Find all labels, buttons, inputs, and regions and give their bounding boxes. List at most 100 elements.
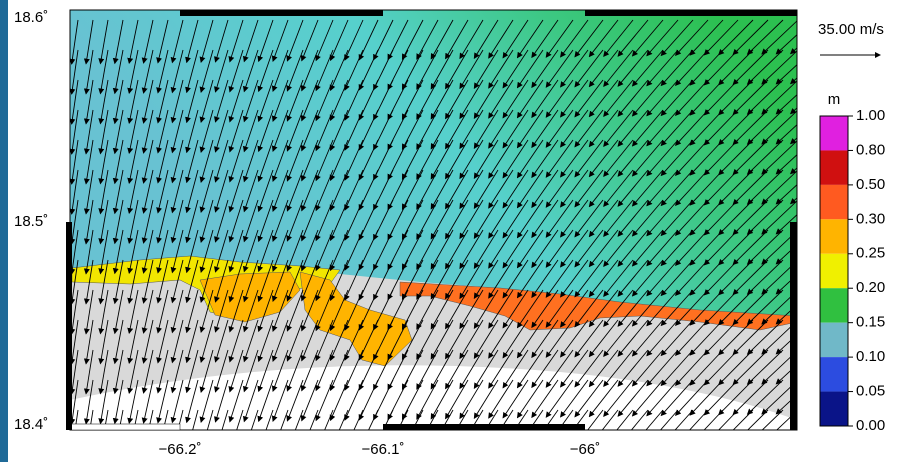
colorbar-swatch	[820, 253, 848, 289]
wind-arrow	[574, 199, 604, 238]
wind-arrow	[185, 79, 199, 124]
wind-arrow	[631, 169, 664, 207]
wind-arrow	[588, 259, 619, 298]
wind-arrow	[286, 349, 304, 392]
wind-arrow	[718, 409, 739, 430]
wind-arrow	[473, 319, 499, 359]
wind-arrow	[271, 139, 289, 182]
side-strip	[0, 0, 8, 462]
wind-arrow	[645, 409, 664, 430]
wind-arrow	[732, 199, 769, 236]
wind-arrow	[674, 79, 709, 116]
wind-arrow	[228, 229, 244, 273]
wind-arrow	[560, 49, 589, 88]
wind-arrow	[718, 19, 754, 56]
wind-arrow	[286, 319, 304, 362]
wind-arrow	[617, 259, 649, 297]
wind-arrow	[242, 109, 259, 153]
wind-arrow	[286, 229, 304, 272]
wind-arrow	[660, 19, 694, 57]
wind-arrow	[718, 289, 754, 326]
wind-arrow	[112, 199, 124, 245]
wind-arrow	[242, 199, 259, 243]
wind-arrow	[257, 19, 274, 63]
wind-arrow	[560, 19, 589, 58]
wind-arrow	[732, 109, 769, 146]
wind-arrow	[502, 79, 529, 119]
wind-arrow	[545, 229, 574, 268]
wind-arrow	[775, 34, 797, 55]
wind-arrow	[199, 199, 214, 243]
wind-arrow	[141, 289, 154, 334]
wind-arrow	[631, 319, 664, 357]
wind-arrow	[703, 229, 739, 266]
wind-arrow	[473, 199, 499, 239]
wind-arrow	[141, 109, 154, 154]
wind-arrow	[300, 19, 319, 62]
wind-arrow	[674, 229, 709, 266]
wind-arrow	[286, 259, 304, 302]
wind-arrow	[502, 229, 529, 269]
colorbar-label: 0.05	[856, 383, 885, 400]
wind-arrow	[588, 229, 619, 268]
wind-arrow	[185, 109, 199, 154]
wind-arrow	[674, 49, 709, 86]
wind-arrow	[732, 409, 754, 430]
wind-arrow	[689, 109, 724, 146]
wind-arrow	[545, 349, 574, 388]
wind-arrow	[631, 139, 664, 177]
wind-arrow	[156, 199, 169, 244]
wind-arrow	[746, 199, 784, 235]
wind-arrow	[221, 409, 229, 430]
wind-arrow	[761, 110, 797, 145]
wind-arrow	[689, 139, 724, 176]
wind-arrow	[775, 184, 797, 205]
wind-arrow	[660, 259, 694, 297]
wind-arrow	[286, 19, 304, 62]
wind-arrow	[257, 79, 274, 123]
frame	[66, 9, 798, 431]
wind-arrow	[660, 319, 694, 357]
wind-arrow	[83, 229, 94, 275]
wind-arrow	[775, 124, 797, 145]
wind-arrow	[545, 379, 574, 418]
wind-arrow	[185, 259, 199, 304]
wind-arrow	[560, 79, 589, 118]
wind-arrow	[98, 139, 109, 185]
wind-arrow	[531, 259, 559, 299]
colorbar-label: 0.30	[856, 210, 885, 227]
wind-arrow	[127, 199, 139, 245]
wind-arrow	[761, 20, 797, 55]
wind-arrow	[588, 109, 619, 148]
wind-arrow	[775, 64, 797, 85]
wind-arrow	[718, 259, 754, 296]
colorbar-label: 0.10	[856, 348, 885, 365]
wind-arrow	[83, 319, 94, 365]
wind-arrow	[112, 169, 124, 215]
wind-arrow	[83, 19, 94, 65]
wind-arrow	[646, 169, 679, 207]
wind-arrow	[603, 229, 634, 268]
wind-arrow	[473, 139, 499, 179]
wind-arrow	[156, 379, 169, 424]
wind-arrow	[502, 49, 529, 89]
wind-arrow	[206, 409, 214, 430]
wind-arrow	[242, 79, 259, 123]
wind-arrow	[250, 409, 259, 430]
wind-arrow	[300, 379, 319, 422]
wind-arrow	[516, 349, 544, 389]
wind-arrow	[98, 49, 109, 95]
wind-arrow	[70, 229, 79, 275]
wind-arrow	[488, 169, 514, 209]
wind-arrow	[560, 229, 589, 268]
wind-arrow	[70, 379, 79, 425]
wind-arrow	[617, 289, 649, 327]
wind-arrow	[373, 19, 394, 61]
wind-arrow	[286, 169, 304, 212]
wind-arrow	[617, 349, 649, 387]
wind-arrow	[112, 109, 124, 155]
wind-arrow	[112, 289, 124, 335]
wind-arrow	[473, 289, 499, 329]
wind-arrow	[83, 139, 94, 185]
wind-arrow	[732, 379, 769, 416]
